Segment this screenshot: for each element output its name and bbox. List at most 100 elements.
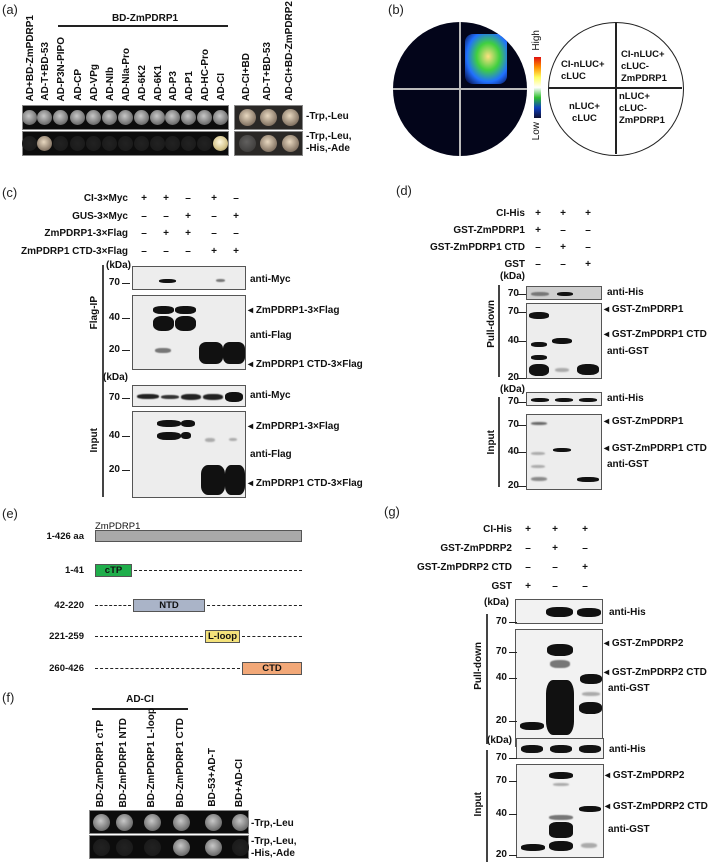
condition-value: – (141, 210, 147, 222)
mw-20: 20 (108, 464, 120, 475)
mw-tick (509, 781, 517, 783)
yeast-colony (22, 136, 37, 151)
condition-value: + (163, 193, 169, 204)
column-label: AD-P3N-PIPO (56, 36, 67, 101)
mw-tick (518, 378, 526, 380)
luminescence-signal (465, 34, 507, 84)
condition-value: – (552, 581, 558, 592)
mw-70: 70 (495, 646, 507, 657)
column-label: AD+BD-ZmPDRP1 (25, 14, 36, 101)
mw-tick (518, 312, 526, 314)
mw-tick (509, 758, 517, 760)
condition-value: + (560, 242, 566, 253)
condition-value: + (233, 245, 239, 257)
antibody-label-anti-myc: anti-Myc (250, 274, 291, 285)
column-label: BD-ZmPDRP1 cTP (95, 719, 106, 807)
blot-ip-anti-flag (132, 295, 246, 370)
condition-value: + (535, 208, 541, 219)
condition-value: + (585, 259, 591, 270)
mw-70: 70 (507, 288, 519, 299)
color-scale-bar (534, 57, 541, 118)
yeast-colony (260, 109, 277, 126)
kda-label-c2: (kDa) (103, 372, 129, 383)
yeast-colony (165, 110, 180, 125)
condition-value: + (141, 193, 147, 204)
column-label: AD-P1 (184, 70, 195, 101)
antibody-label-anti-gst-input: anti-GST (607, 459, 649, 470)
panel-label-a: (a) (2, 2, 18, 17)
condition-value: – (535, 242, 541, 253)
kda-label-c1: (kDa) (106, 260, 132, 271)
condition-row-label: GST-ZmPDRP2 CTD (416, 562, 512, 573)
domain-box-ntd: NTD (133, 599, 205, 612)
condition-value: – (582, 581, 588, 592)
media-label-qdo-1: -Trp,-Leu, (306, 131, 352, 142)
yeast-colony (93, 839, 110, 856)
kda-label-d1: (kDa) (500, 271, 526, 282)
yeast-colony (197, 136, 212, 151)
column-label: AD-T+BD-53 (262, 42, 273, 101)
yeast-colony (181, 136, 196, 151)
condition-row-label: CI-His (483, 524, 512, 535)
mw-40: 40 (495, 672, 507, 683)
condition-value: + (552, 543, 558, 554)
yeast-colony (232, 839, 249, 856)
mw-70: 70 (507, 396, 519, 407)
condition-value: – (582, 543, 588, 554)
quadrant-top-right: CI-nLUC+ cLUC- ZmPDRP1 (621, 49, 667, 84)
section-label-pulldown-g: Pull-down (473, 642, 484, 690)
condition-value: + (585, 208, 591, 219)
yeast-colony (22, 110, 37, 125)
antibody-label-anti-his-input-d: anti-His (607, 393, 644, 404)
construct-range: 260-426 (49, 663, 84, 674)
band-label-gst-zmpdrp1-input: ◂ GST-ZmPDRP1 (604, 416, 684, 427)
column-label: AD-NIa-Pro (121, 47, 132, 101)
protein-name: ZmPDRP1 (95, 521, 141, 532)
column-label: BD+AD-CI (234, 758, 245, 807)
group-label-bd-zmpdrp1: BD-ZmPDRP1 (111, 13, 179, 24)
yeast-colony (205, 814, 222, 831)
column-label: AD-6K2 (137, 64, 148, 101)
yeast-colony (282, 109, 299, 126)
blot-input-anti-his-g (516, 738, 604, 759)
condition-value: – (185, 245, 191, 257)
plate-a-ddo-left (22, 105, 229, 130)
antibody-label-anti-flag-input: anti-Flag (250, 449, 292, 460)
blot-pd-anti-gst (526, 303, 602, 379)
condition-value: – (560, 259, 566, 270)
panel-label-b: (b) (388, 2, 404, 17)
condition-value: – (185, 193, 191, 204)
dashed-linker (134, 570, 302, 571)
yeast-colony (150, 136, 165, 151)
group-bracket-line (58, 25, 228, 27)
antibody-label-anti-his-input-g: anti-His (609, 744, 646, 755)
column-label: AD-CP (73, 69, 84, 101)
panel-label-d: (d) (396, 183, 412, 198)
antibody-label-anti-gst-g: anti-GST (608, 683, 650, 694)
mw-70: 70 (507, 419, 519, 430)
group-label-ad-ci: AD-CI (126, 694, 154, 705)
scale-low-label: Low (531, 122, 542, 141)
mw-tick (509, 814, 517, 816)
condition-value: – (141, 245, 147, 257)
mw-40: 40 (507, 335, 519, 346)
antibody-label-anti-gst: anti-GST (607, 346, 649, 357)
dashed-linker (95, 636, 203, 637)
condition-value: – (141, 228, 147, 239)
panel-label-f: (f) (2, 690, 15, 705)
condition-value: + (582, 524, 588, 535)
condition-row-label: GST-ZmPDRP2 (440, 543, 512, 554)
plate-a-qdo-right (234, 131, 303, 156)
media-label-f-ddo: -Trp,-Leu (251, 818, 294, 829)
condition-row-label: GST-ZmPDRP1 (453, 225, 525, 236)
column-label: BD-53+AD-T (207, 748, 218, 807)
mw-20: 20 (507, 372, 519, 383)
yeast-colony (53, 136, 68, 151)
mw-40: 40 (108, 430, 120, 441)
plate-f-qdo (89, 835, 249, 859)
yeast-colony (282, 135, 299, 152)
band-label-gst-zmpdrp2-ctd: ◂ GST-ZmPDRP2 CTD (604, 667, 707, 678)
mw-20: 20 (507, 480, 519, 491)
mw-20: 20 (108, 344, 120, 355)
blot-input-anti-gst-d (526, 414, 602, 490)
